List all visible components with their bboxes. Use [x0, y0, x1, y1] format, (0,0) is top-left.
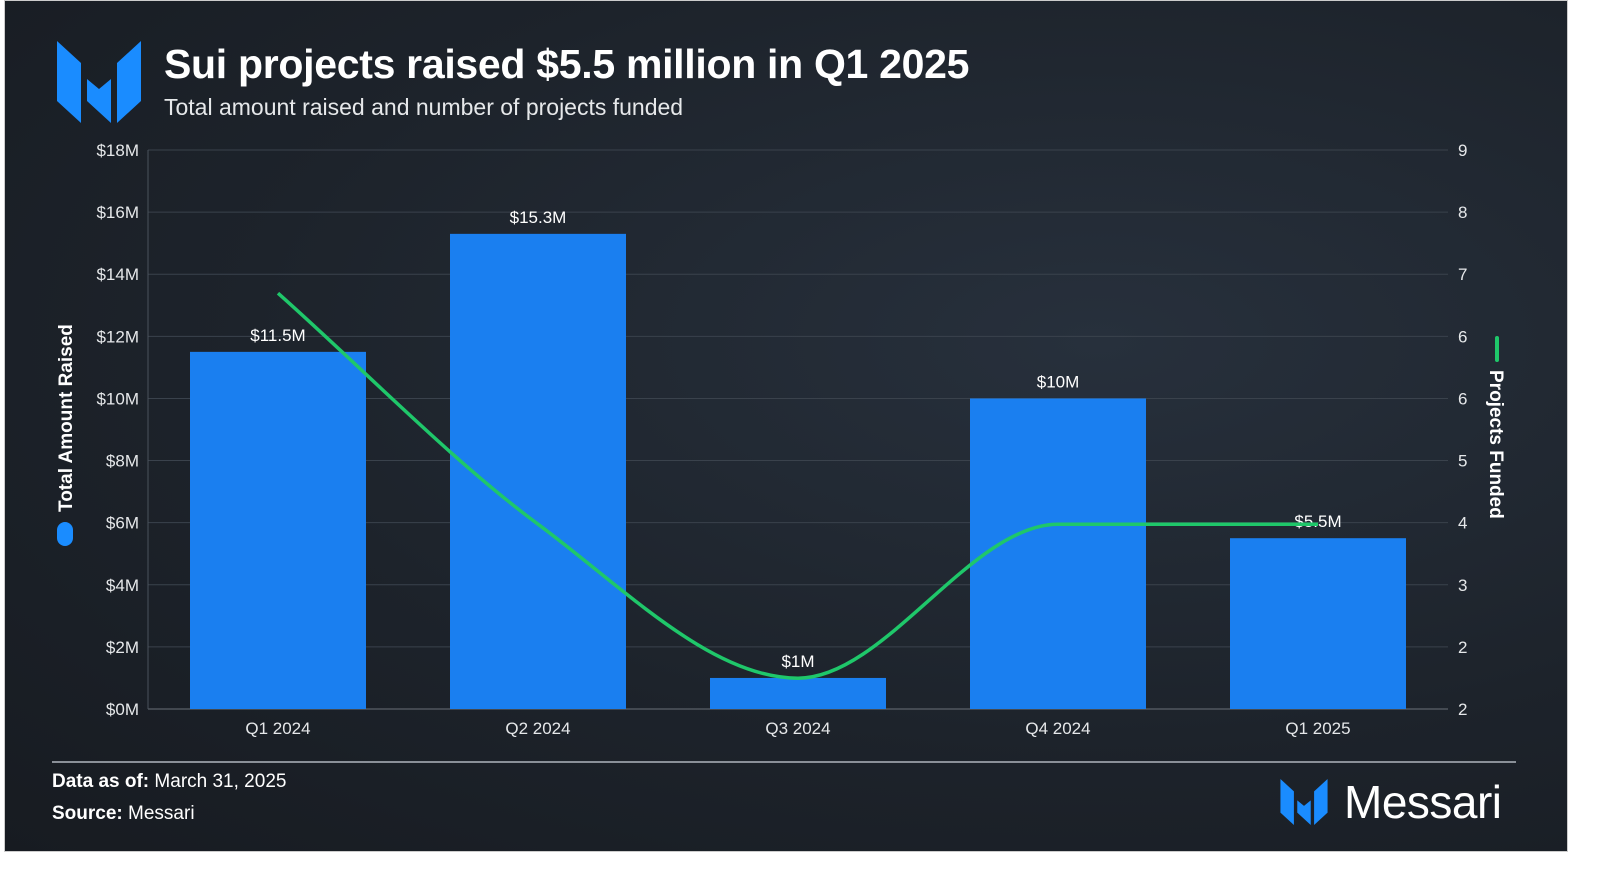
left-tick-label: $16M: [96, 203, 139, 222]
bar-q2-2024: [450, 233, 626, 709]
left-tick-label: $8M: [106, 452, 139, 471]
data-as-of: Data as of: March 31, 2025: [52, 771, 286, 793]
right-tick-label: 6: [1458, 327, 1467, 346]
messari-m-icon: [1280, 779, 1328, 825]
bar-q4-2024: [970, 398, 1146, 709]
bar-q1-2024: [190, 351, 366, 709]
left-tick-label: $14M: [96, 265, 139, 284]
bar-data-label: $11.5M: [250, 326, 305, 345]
right-tick-label: 6: [1458, 389, 1467, 408]
data-as-of-value: March 31, 2025: [154, 771, 287, 792]
right-tick-label: 8: [1458, 203, 1467, 222]
chart-subtitle: Total amount raised and number of projec…: [164, 94, 684, 120]
left-tick-label: $4M: [106, 576, 139, 595]
right-tick-label: 9: [1458, 141, 1467, 160]
brand-name: Messari: [1344, 776, 1502, 828]
bar-q3-2024: [710, 677, 886, 709]
left-tick-label: $18M: [96, 141, 139, 160]
left-tick-label: $0M: [106, 700, 139, 719]
source-value: Messari: [128, 803, 195, 824]
right-axis-title: Projects Funded: [1485, 370, 1506, 519]
source-label: Source:: [52, 803, 123, 824]
right-tick-label: 7: [1458, 265, 1467, 284]
left-tick-label: $2M: [106, 638, 139, 657]
x-tick-label: Q1 2024: [245, 719, 310, 738]
right-tick-label: 4: [1458, 514, 1467, 533]
x-tick-label: Q3 2024: [765, 719, 830, 738]
left-tick-label: $12M: [96, 327, 139, 346]
bar-data-label: $1M: [781, 652, 814, 671]
x-tick-label: Q4 2024: [1025, 719, 1090, 738]
x-tick-label: Q2 2024: [505, 719, 570, 738]
messari-brand: Messari: [1280, 775, 1502, 829]
left-tick-label: $10M: [96, 389, 139, 408]
x-tick-label: Q1 2025: [1285, 719, 1350, 738]
chart-title: Sui projects raised $5.5 million in Q1 2…: [164, 41, 970, 87]
bar-data-label: $15.3M: [510, 208, 567, 227]
messari-logo-icon: [57, 41, 141, 123]
right-legend-swatch: [1495, 336, 1499, 362]
left-legend-swatch: [57, 522, 73, 546]
bar-data-label: $5.5M: [1294, 512, 1341, 531]
projects-funded-line: [276, 291, 1318, 680]
right-tick-label: 3: [1458, 576, 1467, 595]
right-tick-label: 2: [1458, 700, 1467, 719]
footer-divider: [52, 761, 1516, 763]
left-tick-label: $6M: [106, 514, 139, 533]
data-as-of-label: Data as of:: [52, 771, 150, 792]
bar-data-label: $10M: [1037, 372, 1080, 391]
right-tick-label: 5: [1458, 452, 1467, 471]
source: Source: Messari: [52, 803, 195, 825]
right-tick-label: 2: [1458, 638, 1467, 657]
bar-q1-2025: [1230, 538, 1406, 709]
left-axis-title: Total Amount Raised: [56, 324, 77, 512]
